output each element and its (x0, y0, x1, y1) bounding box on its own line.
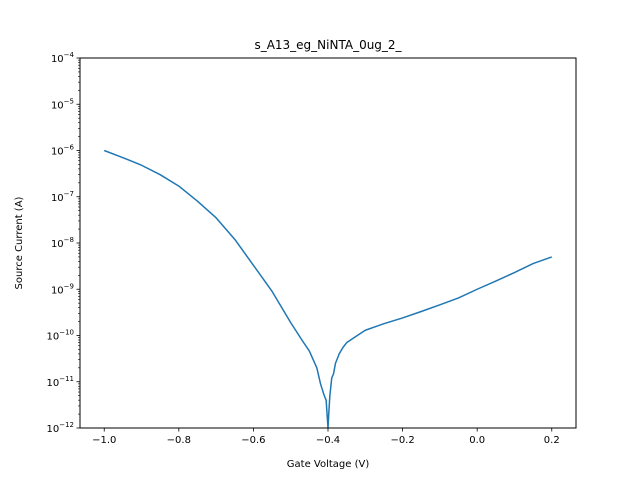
y-tick-label: 10−7 (51, 190, 74, 204)
series-line-0 (103, 149, 553, 429)
y-axis: 10−12 10−11 10−10 10−9 10−8 10−7 10−6 10−5 10−4 (46, 51, 80, 435)
x-tick-label: 0.2 (544, 435, 560, 446)
y-tick-label: 10−10 (46, 329, 74, 343)
x-axis: −1.0 −0.8 −0.6 −0.4 −0.2 0.0 0.2 (92, 428, 560, 446)
y-tick-label: 10−6 (51, 144, 75, 158)
x-tick-label: −1.0 (92, 435, 116, 446)
y-tick-label: 10−11 (46, 375, 74, 389)
chart-title: s_A13_eg_NiNTA_0ug_2_ (254, 38, 402, 52)
x-tick-label: −0.8 (167, 435, 191, 446)
y-tick-label: 10−8 (51, 236, 74, 250)
y-tick-label: 10−12 (46, 421, 74, 435)
y-tick-label: 10−4 (51, 51, 75, 65)
plot-frame (79, 57, 577, 429)
x-tick-label: 0.0 (469, 435, 485, 446)
x-axis-label: Gate Voltage (V) (287, 459, 370, 470)
y-tick-label: 10−9 (51, 282, 74, 296)
x-tick-label: −0.6 (241, 435, 265, 446)
y-axis-label: Source Current (A) (14, 196, 25, 289)
y-tick-label: 10−5 (51, 97, 74, 111)
x-tick-label: −0.2 (390, 435, 414, 446)
plot-area (103, 149, 553, 429)
x-tick-label: −0.4 (316, 435, 340, 446)
